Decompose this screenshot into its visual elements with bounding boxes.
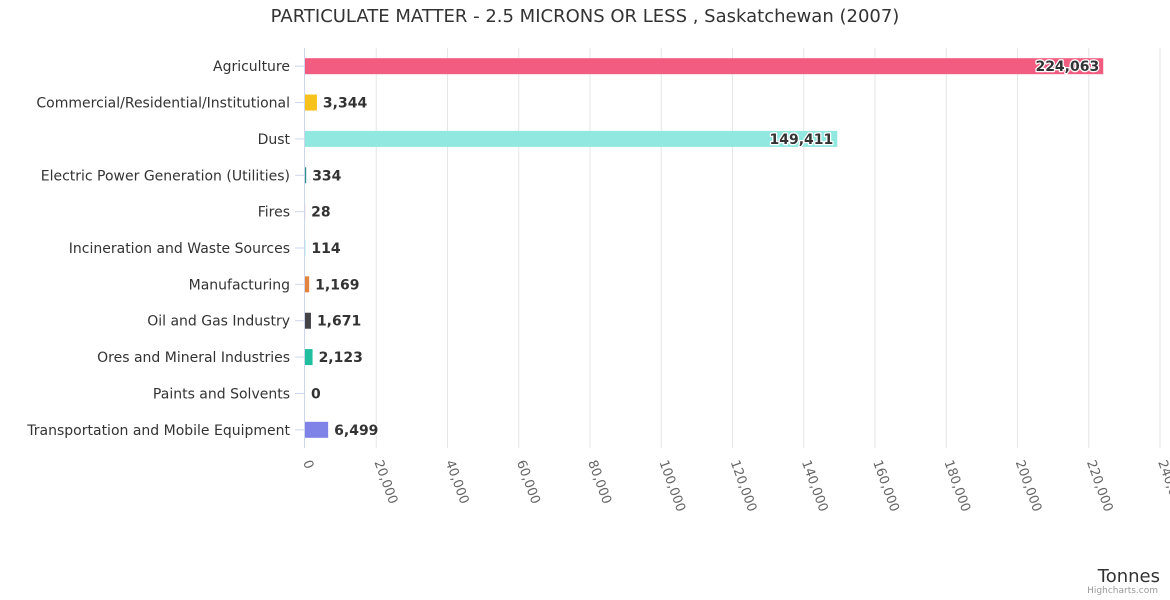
x-axis-title: Tonnes — [1097, 566, 1160, 587]
x-tick-label: 120,000 — [727, 458, 759, 514]
data-label: 224,063 — [1035, 59, 1099, 75]
category-label: Manufacturing — [189, 277, 290, 293]
category-label: Oil and Gas Industry — [147, 314, 290, 330]
category-label: Ores and Mineral Industries — [97, 350, 290, 366]
bar[interactable] — [305, 312, 311, 329]
category-label: Paints and Solvents — [153, 386, 290, 402]
data-label: 0 — [311, 386, 321, 402]
bar[interactable] — [305, 349, 313, 366]
category-label: Dust — [258, 132, 291, 148]
bar[interactable] — [305, 167, 307, 184]
bar[interactable] — [305, 276, 310, 293]
bars — [305, 58, 1104, 438]
chart-title: PARTICULATE MATTER - 2.5 MICRONS OR LESS… — [270, 6, 900, 27]
data-label: 2,123 — [319, 350, 363, 366]
bar[interactable] — [305, 421, 329, 438]
bar[interactable] — [305, 58, 1104, 75]
category-label: Incineration and Waste Sources — [69, 241, 290, 257]
x-tick-label: 140,000 — [798, 458, 830, 514]
x-tick-label: 100,000 — [655, 458, 687, 514]
data-label: 114 — [311, 241, 340, 257]
bar[interactable] — [305, 94, 317, 111]
x-tick-label: 0 — [299, 458, 316, 471]
category-label: Agriculture — [213, 59, 290, 75]
category-label: Electric Power Generation (Utilities) — [41, 168, 290, 184]
data-label: 6,499 — [334, 423, 378, 439]
data-label: 28 — [311, 205, 330, 221]
data-label: 1,169 — [315, 277, 359, 293]
x-tick-label: 20,000 — [370, 458, 400, 506]
grid-lines — [375, 48, 1161, 448]
credit-link[interactable]: Highcharts.com — [1087, 586, 1158, 596]
x-tick-label: 180,000 — [940, 458, 972, 514]
x-tick-label: 220,000 — [1083, 458, 1115, 514]
bar[interactable] — [305, 130, 838, 147]
x-tick-label: 200,000 — [1012, 458, 1044, 514]
labels: Agriculture 224,063 Commercial/Residential… — [26, 58, 1100, 440]
category-label: Fires — [258, 205, 290, 221]
x-tick-label: 160,000 — [869, 458, 901, 514]
category-label: Commercial/Residential/Institutional — [36, 96, 290, 112]
category-label: Transportation and Mobile Equipment — [26, 423, 290, 439]
x-tick-label: 80,000 — [584, 458, 614, 506]
data-label: 1,671 — [317, 314, 361, 330]
x-tick-label: 240,000 — [1154, 458, 1170, 514]
data-label: 3,344 — [323, 96, 368, 112]
x-tick-label: 60,000 — [513, 458, 543, 506]
x-tick-label: 40,000 — [442, 458, 472, 506]
data-label: 149,411 — [770, 132, 834, 148]
data-label: 334 — [312, 168, 341, 184]
